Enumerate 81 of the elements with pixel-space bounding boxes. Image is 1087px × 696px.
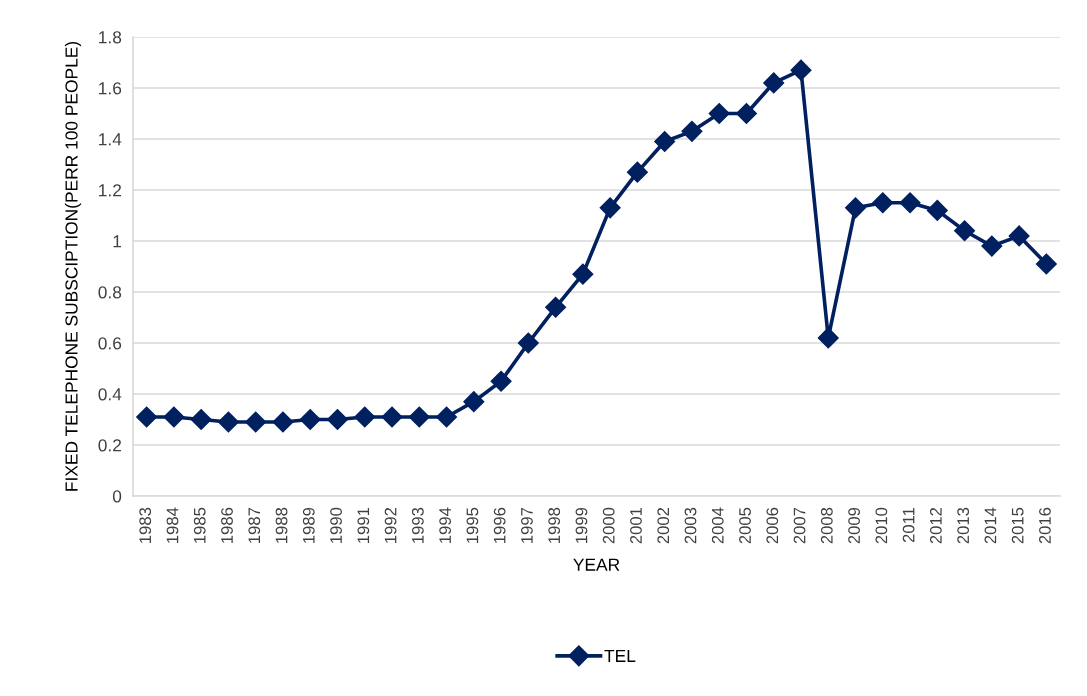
point (1035, 253, 1057, 275)
y-tick-label: 0.6 (98, 337, 122, 350)
x-tick-label: 1991 (357, 507, 370, 543)
point (517, 332, 539, 354)
y-axis-title: FIXED TELEPHONE SUBSCIPTION(PERR 100 PEOPLE) (64, 41, 82, 491)
y-tick-label: 0 (112, 490, 122, 503)
y-tick-label: 1.6 (99, 82, 122, 95)
point (872, 192, 894, 214)
point (408, 406, 430, 428)
point (844, 197, 867, 219)
y-tick-label: 0.2 (98, 439, 122, 452)
y-tick-label: 1.4 (99, 133, 122, 146)
point (245, 411, 267, 433)
x-tick-label: 2008 (820, 507, 833, 544)
point (381, 406, 403, 428)
x-tick-label: 2001 (630, 507, 642, 544)
y-tick-label: 0.4 (98, 388, 122, 401)
y-tick-label: 1.2 (99, 184, 122, 197)
x-tick-label: 2002 (657, 507, 670, 544)
point (436, 406, 458, 428)
point (926, 199, 948, 221)
point (981, 235, 1003, 257)
x-tick-label: 2000 (602, 507, 615, 544)
point (735, 102, 757, 125)
legend-label: TEL (604, 649, 636, 662)
x-tick-label: 2016 (1039, 507, 1051, 544)
x-tick-label: 1992 (384, 507, 397, 543)
point (654, 131, 676, 153)
x-tick-label: 2006 (766, 507, 779, 544)
x-tick-label: 1984 (166, 507, 179, 543)
point (763, 72, 785, 94)
point (217, 411, 239, 433)
x-tick-label: 2005 (739, 507, 751, 544)
x-tick-label: 1988 (275, 507, 288, 543)
y-tick-label: 0.8 (98, 286, 122, 299)
x-tick-label: 1993 (411, 507, 424, 543)
x-tick-label: 1986 (221, 507, 233, 543)
x-tick-label: 2012 (929, 507, 942, 544)
x-tick-label: 2015 (1011, 507, 1024, 544)
x-tick-label: 1996 (493, 507, 506, 543)
point (899, 192, 921, 214)
y-tick-label: 1 (113, 235, 122, 248)
point (681, 120, 703, 142)
point (272, 411, 294, 433)
point (599, 197, 621, 219)
x-tick-label: 2009 (848, 507, 860, 544)
point (299, 408, 321, 431)
x-tick-label: 1990 (330, 507, 342, 543)
point (545, 296, 567, 318)
x-tick-label: 2007 (793, 507, 806, 544)
point (1008, 225, 1030, 247)
x-tick-label: 2013 (957, 507, 970, 544)
x-tick-label: 2011 (902, 507, 915, 543)
x-tick-label: 1998 (548, 507, 561, 543)
x-axis-title: YEAR (573, 558, 620, 571)
x-tick-label: 1985 (193, 507, 206, 543)
x-tick-label: 2003 (684, 507, 697, 544)
x-tick-label: 1995 (466, 507, 479, 543)
point (136, 406, 158, 428)
point (190, 408, 212, 431)
x-tick-label: 1989 (302, 507, 315, 543)
x-tick-label: 2014 (984, 507, 997, 544)
point (463, 391, 485, 413)
point (626, 161, 648, 183)
point (817, 327, 839, 349)
x-tick-label: 2004 (711, 507, 724, 544)
x-tick-label: 1999 (575, 507, 588, 543)
point (490, 370, 512, 392)
x-tick-label: 2010 (875, 507, 888, 544)
x-tick-label: 1994 (439, 507, 452, 543)
point (163, 406, 185, 428)
point (708, 102, 730, 125)
point (354, 406, 376, 428)
x-tick-label: 1987 (248, 507, 261, 543)
point (326, 408, 349, 431)
point (572, 263, 594, 285)
y-tick-label: 1.8 (99, 31, 122, 44)
point (790, 59, 812, 81)
x-tick-label: 1997 (521, 507, 533, 543)
x-tick-label: 1983 (139, 507, 152, 543)
point (954, 220, 976, 242)
